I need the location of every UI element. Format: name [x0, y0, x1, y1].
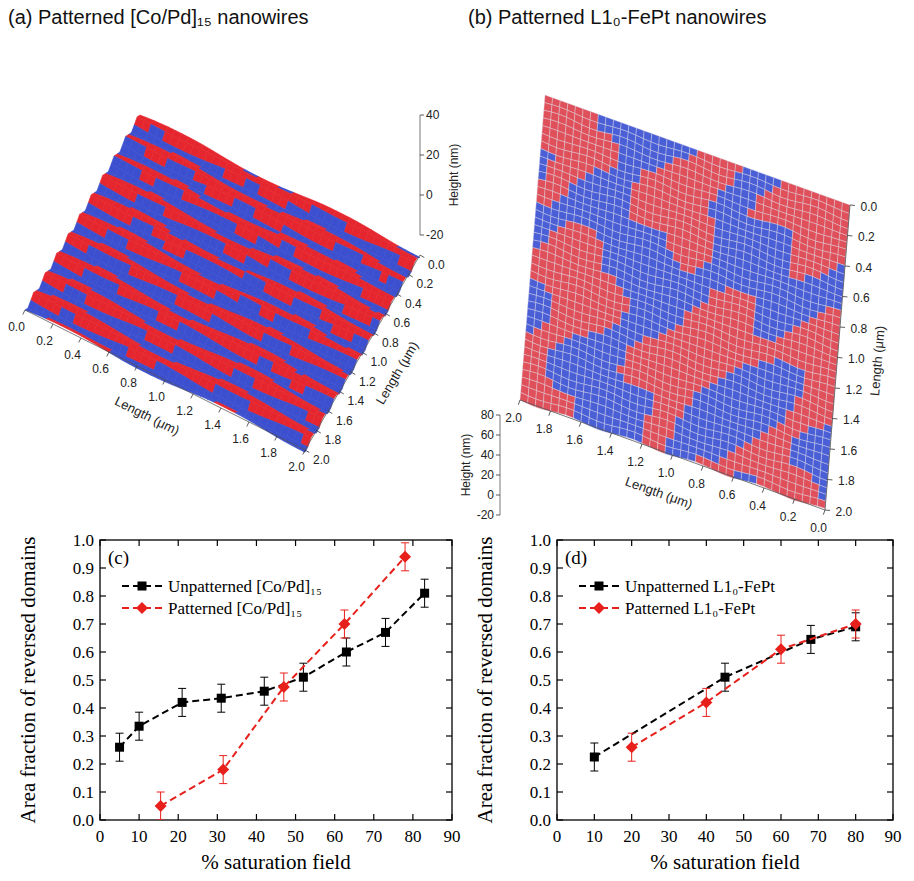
tick-mark: [51, 324, 53, 328]
tick-label: 0.2: [417, 277, 434, 291]
tick-mark: [340, 392, 344, 395]
tick-mark: [79, 338, 81, 342]
tick-label: 0.4: [64, 348, 81, 362]
tick-mark: [305, 450, 309, 453]
tick-label: 1.8: [260, 446, 277, 460]
tick-mark: [420, 235, 424, 236]
tick-label: 1.0: [371, 355, 388, 369]
tick-mark: [328, 411, 332, 414]
axis-line: [420, 115, 421, 235]
tick-mark: [397, 294, 401, 297]
tick-mark: [247, 422, 249, 426]
tick-label: 40: [426, 108, 440, 122]
axis-title: Length (μm): [112, 393, 182, 438]
tick-mark: [191, 394, 193, 398]
tick-label: 1.6: [232, 432, 249, 446]
tick-mark: [275, 436, 277, 440]
figure: (a) Patterned [Co/Pd]₁₅ nanowires 0.0 0.2 0…: [0, 0, 914, 881]
tick-label: 0: [426, 188, 433, 202]
tick-label: 1.6: [336, 414, 353, 428]
tick-label: 0.6: [92, 362, 109, 376]
surface-texture: [25, 115, 420, 452]
axis-title: Height (nm): [447, 144, 461, 207]
tick-mark: [420, 155, 424, 156]
surface-panel: (a) Patterned [Co/Pd]₁₅ nanowires 0.0 0.2 0…: [8, 6, 461, 474]
tick-mark: [374, 333, 378, 336]
tick-label: 0.6: [394, 316, 411, 330]
tick-mark: [303, 450, 305, 454]
tick-mark: [420, 115, 424, 116]
tick-label: 0.2: [36, 334, 53, 348]
axis-line: [25, 310, 305, 450]
tick-mark: [23, 310, 25, 314]
tick-mark: [386, 314, 390, 317]
surface-texture: [520, 95, 850, 509]
tick-label: -20: [426, 228, 444, 242]
axis-title: Length (μm): [373, 339, 422, 407]
tick-label: 1.2: [359, 375, 376, 389]
tick-label: 0.4: [405, 297, 422, 311]
tick-label: 0.0: [8, 320, 25, 334]
tick-mark: [107, 352, 109, 356]
tick-mark: [409, 275, 413, 278]
tick-label: 2.0: [288, 460, 305, 474]
tick-mark: [420, 195, 424, 196]
tick-label: 20: [426, 148, 440, 162]
tick-mark: [219, 408, 221, 412]
tick-label: 1.8: [325, 433, 342, 447]
tick-mark: [163, 380, 165, 384]
tick-label: 1.4: [204, 418, 221, 432]
tick-label: 0.8: [120, 376, 137, 390]
tick-label: 2.0: [313, 453, 330, 467]
surface-cell: [81, 335, 91, 340]
panel-title: (b) Patterned L1₀-FePt nanowires: [468, 6, 766, 28]
tick-label: 1.4: [348, 394, 365, 408]
tick-label: 0.8: [382, 336, 399, 350]
tick-mark: [420, 255, 424, 258]
tick-label: 1.0: [148, 390, 165, 404]
tick-label: 0.0: [428, 258, 445, 272]
tick-mark: [363, 353, 367, 356]
tick-label: 1.2: [176, 404, 193, 418]
tick-mark: [317, 431, 321, 434]
panel-title: (a) Patterned [Co/Pd]₁₅ nanowires: [8, 6, 309, 28]
tick-mark: [135, 366, 137, 370]
tick-mark: [351, 372, 355, 375]
surface-panel: (b) Patterned L1₀-FePt nanowires2.01.81.…: [459, 6, 888, 535]
